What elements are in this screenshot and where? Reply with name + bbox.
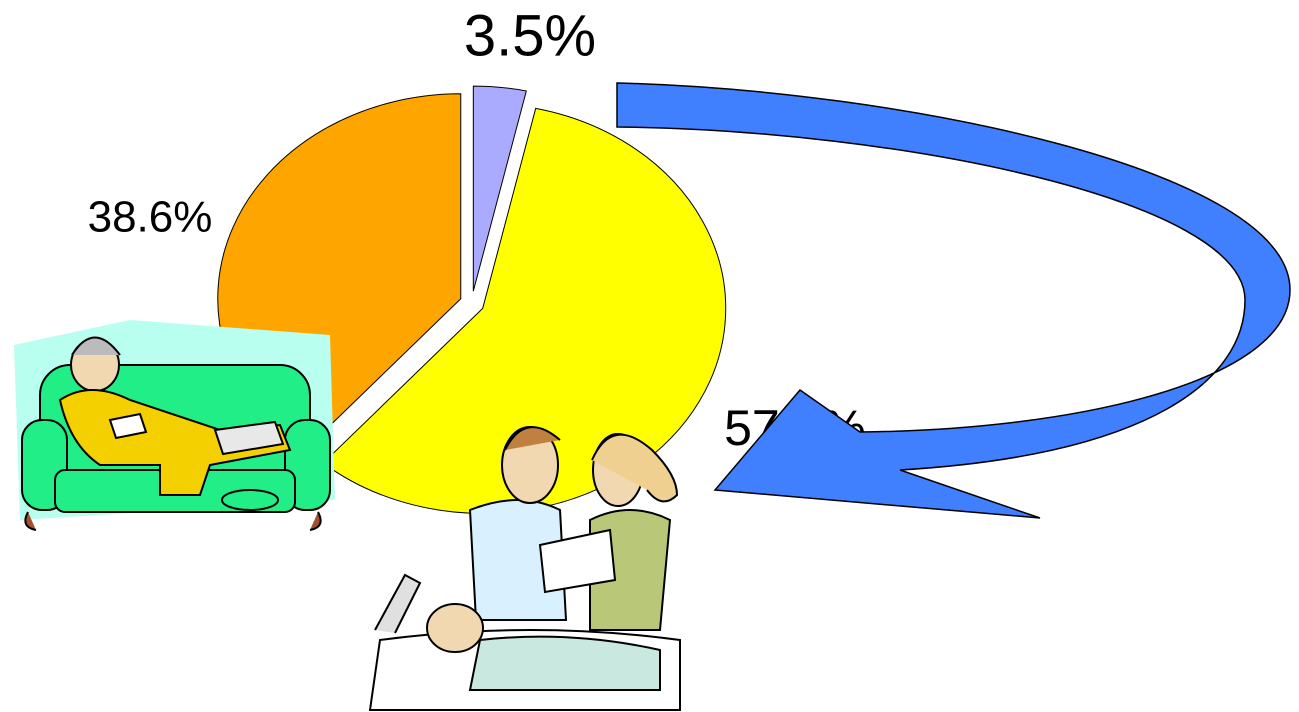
chart: 3.5%57.9%38.6%	[0, 0, 1299, 712]
page: {"chart_data": {"type": "pie", "values":…	[0, 0, 1299, 712]
data-label: 38.6%	[88, 193, 213, 242]
data-label: 3.5%	[464, 3, 596, 68]
sofa-clipart	[14, 320, 335, 530]
